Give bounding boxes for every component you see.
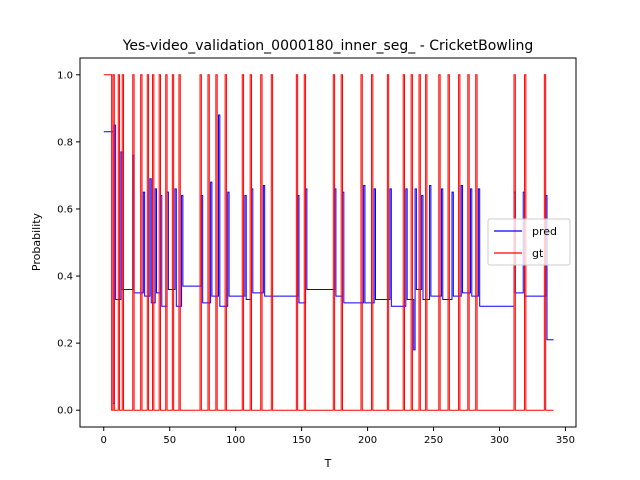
x-axis-title: T xyxy=(324,457,332,470)
plot-frame xyxy=(79,57,577,428)
y-tick-label: 0.2 xyxy=(57,339,73,350)
series-line-gt xyxy=(103,74,554,411)
y-tick-label: 0.4 xyxy=(57,272,73,283)
y-axis-title: Probability xyxy=(30,212,43,271)
x-tick-label: 150 xyxy=(292,435,311,446)
chart-title: Yes-video_validation_0000180_inner_seg_ … xyxy=(122,38,534,54)
x-axis: 0 50 100 150 200 250 300 350 xyxy=(101,427,575,446)
x-tick-label: 200 xyxy=(358,435,377,446)
x-tick-label: 50 xyxy=(163,435,176,446)
legend: pred gt xyxy=(487,218,571,266)
series-line-pred xyxy=(103,114,554,405)
y-tick-label: 0.0 xyxy=(57,406,73,417)
legend-box xyxy=(487,218,571,266)
y-tick-label: 0.6 xyxy=(57,204,73,215)
legend-label-gt: gt xyxy=(532,247,544,260)
x-tick-label: 300 xyxy=(490,435,509,446)
x-tick-label: 350 xyxy=(556,435,575,446)
y-tick-label: 0.8 xyxy=(57,137,73,148)
legend-label-pred: pred xyxy=(532,225,557,238)
x-tick-label: 100 xyxy=(226,435,245,446)
y-tick-label: 1.0 xyxy=(57,70,73,81)
plot-area xyxy=(103,74,554,411)
x-tick-label: 0 xyxy=(101,435,107,446)
x-tick-label: 250 xyxy=(424,435,443,446)
y-axis: 0.0 0.2 0.4 0.6 0.8 1.0 xyxy=(57,70,80,417)
